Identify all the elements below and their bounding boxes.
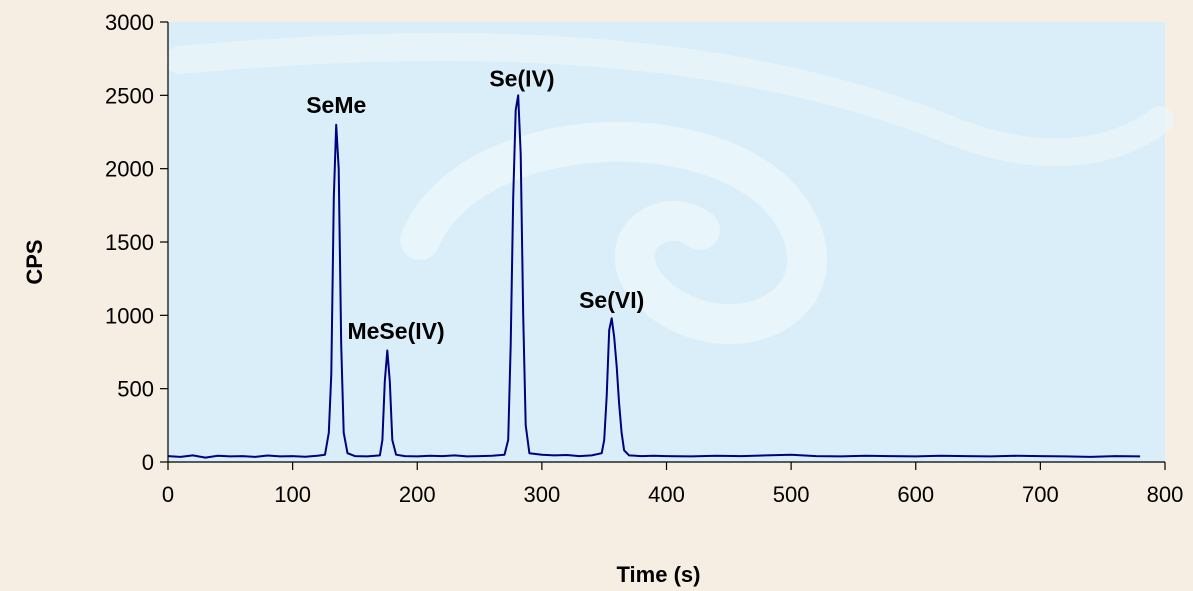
peak-label: Se(VI) bbox=[579, 287, 644, 313]
x-tick-label: 700 bbox=[1022, 482, 1059, 507]
peak-annotations: SeMe MeSe(IV) Se(IV) Se(VI) bbox=[306, 66, 644, 344]
x-tick-label: 100 bbox=[274, 482, 311, 507]
y-tick-label: 500 bbox=[117, 377, 154, 402]
peak-label: MeSe(IV) bbox=[347, 318, 444, 344]
y-tick-label: 1500 bbox=[105, 230, 154, 255]
y-axis-title: CPS bbox=[22, 239, 47, 284]
x-axis-title: Time (s) bbox=[617, 562, 701, 587]
y-tick-label: 0 bbox=[142, 450, 154, 475]
y-tick-label: 2000 bbox=[105, 157, 154, 182]
x-tick-label: 0 bbox=[162, 482, 174, 507]
x-tick-label: 800 bbox=[1147, 482, 1184, 507]
plot-area bbox=[166, 22, 1174, 462]
axes bbox=[160, 21, 1166, 470]
x-tick-label: 400 bbox=[648, 482, 685, 507]
y-tick-label: 3000 bbox=[105, 10, 154, 35]
x-tick-label: 600 bbox=[897, 482, 934, 507]
background-swirl bbox=[166, 32, 1174, 167]
x-tick-label: 300 bbox=[524, 482, 561, 507]
x-tick-label: 500 bbox=[773, 482, 810, 507]
tick-labels: 0 500 1000 1500 2000 2500 3000 0 100 200 300 400 500… bbox=[105, 10, 1183, 507]
y-tick-label: 2500 bbox=[105, 83, 154, 108]
background-swirl bbox=[400, 121, 828, 345]
peak-label: Se(IV) bbox=[489, 66, 554, 92]
series-layer bbox=[167, 94, 1141, 459]
series-line-1 bbox=[167, 94, 1141, 459]
x-tick-label: 200 bbox=[399, 482, 436, 507]
y-tick-label: 1000 bbox=[105, 303, 154, 328]
peak-label: SeMe bbox=[306, 92, 366, 118]
